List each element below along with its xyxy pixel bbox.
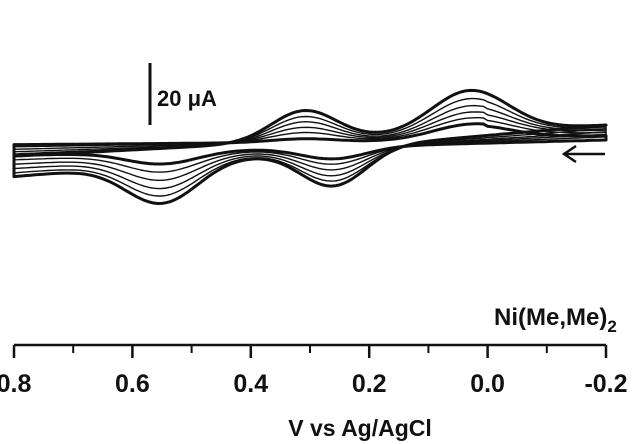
x-tick-label: 0.8 [0, 370, 31, 398]
scale-bar-label: 20 μA [157, 86, 217, 111]
x-axis-ticks [12, 345, 608, 358]
x-tick-label: 0.2 [352, 370, 387, 398]
scan-direction-arrow-icon [561, 144, 605, 164]
cv-series-1 [12, 122, 608, 166]
cv-curves [12, 88, 608, 205]
x-tick-label: 0.4 [233, 370, 268, 398]
cv-series-2 [13, 117, 607, 173]
x-tick-label: -0.2 [584, 370, 627, 398]
cv-series-6 [12, 88, 608, 205]
compound-label-main: Ni(Me,Me) [494, 304, 607, 331]
x-axis-tick-labels: 0.8 0.6 0.4 0.2 0.0 -0.2 [0, 370, 628, 398]
compound-label-subscript: 2 [607, 317, 616, 336]
compound-label: Ni(Me,Me)2 [494, 304, 617, 336]
x-axis-title: V vs Ag/AgCl [288, 415, 432, 441]
x-tick-label: 0.0 [470, 370, 505, 398]
x-tick-label: 0.6 [115, 370, 150, 398]
